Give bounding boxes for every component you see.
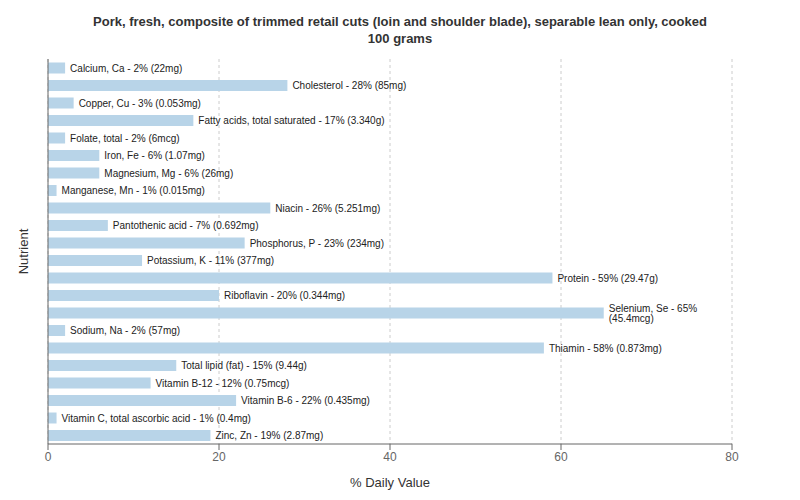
svg-text:Selenium, Se - 65%(45.4mcg): Selenium, Se - 65%(45.4mcg) [609,302,697,323]
svg-text:Copper, Cu - 3% (0.053mg): Copper, Cu - 3% (0.053mg) [79,97,201,108]
svg-text:Iron, Fe - 6% (1.07mg): Iron, Fe - 6% (1.07mg) [104,150,205,161]
svg-text:Niacin - 26% (5.251mg): Niacin - 26% (5.251mg) [275,202,380,213]
svg-text:80: 80 [725,449,739,463]
svg-text:Vitamin C, total ascorbic acid: Vitamin C, total ascorbic acid - 1% (0.4… [62,412,251,423]
svg-text:Sodium, Na - 2% (57mg): Sodium, Na - 2% (57mg) [70,325,180,336]
svg-text:Manganese, Mn - 1% (0.015mg): Manganese, Mn - 1% (0.015mg) [62,185,205,196]
svg-text:Magnesium, Mg - 6% (26mg): Magnesium, Mg - 6% (26mg) [104,167,233,178]
svg-text:Protein - 59% (29.47g): Protein - 59% (29.47g) [557,272,658,283]
svg-text:Vitamin B-12 - 12% (0.75mcg): Vitamin B-12 - 12% (0.75mcg) [156,377,290,388]
svg-text:Cholesterol - 28% (85mg): Cholesterol - 28% (85mg) [292,80,406,91]
svg-text:Zinc, Zn - 19% (2.87mg): Zinc, Zn - 19% (2.87mg) [215,430,323,441]
svg-text:Nutrient: Nutrient [16,228,31,274]
svg-text:60: 60 [554,449,568,463]
svg-text:Pantothenic acid - 7% (0.692mg: Pantothenic acid - 7% (0.692mg) [113,220,259,231]
svg-text:Riboflavin - 20% (0.344mg): Riboflavin - 20% (0.344mg) [224,290,345,301]
svg-text:Fatty acids, total saturated -: Fatty acids, total saturated - 17% (3.34… [198,115,384,126]
svg-text:Total lipid (fat) - 15% (9.44g: Total lipid (fat) - 15% (9.44g) [181,360,307,371]
svg-text:Vitamin B-6 - 22% (0.435mg): Vitamin B-6 - 22% (0.435mg) [241,395,370,406]
svg-text:Phosphorus, P - 23% (234mg): Phosphorus, P - 23% (234mg) [250,237,384,248]
svg-text:0: 0 [45,449,52,463]
svg-text:Potassium, K - 11% (377mg): Potassium, K - 11% (377mg) [147,255,274,266]
svg-text:20: 20 [212,449,226,463]
svg-text:40: 40 [383,449,397,463]
svg-text:Folate, total - 2% (6mcg): Folate, total - 2% (6mcg) [70,132,179,143]
html-text:Pork, fresh, composite of trim: Pork, fresh, composite of trimmed retail… [93,14,707,46]
svg-text:Calcium, Ca - 2% (22mg): Calcium, Ca - 2% (22mg) [70,62,182,73]
svg-text:Thiamin - 58% (0.873mg): Thiamin - 58% (0.873mg) [549,342,662,353]
svg-text:% Daily Value: % Daily Value [350,475,430,490]
